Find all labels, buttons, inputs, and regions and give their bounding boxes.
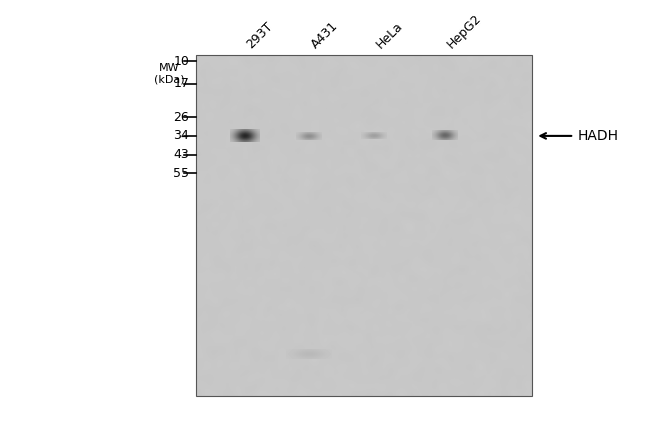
Text: A431: A431 bbox=[309, 19, 341, 51]
Text: HepG2: HepG2 bbox=[445, 11, 484, 51]
Text: MW
(kDa): MW (kDa) bbox=[154, 63, 185, 85]
Text: 10: 10 bbox=[173, 54, 189, 68]
Text: 55: 55 bbox=[173, 167, 189, 180]
Text: 17: 17 bbox=[173, 78, 189, 90]
Text: 26: 26 bbox=[174, 111, 189, 124]
Text: HADH: HADH bbox=[577, 129, 618, 143]
Text: 34: 34 bbox=[174, 130, 189, 142]
Text: HeLa: HeLa bbox=[374, 19, 405, 51]
Text: 293T: 293T bbox=[244, 19, 276, 51]
Text: 43: 43 bbox=[174, 148, 189, 161]
